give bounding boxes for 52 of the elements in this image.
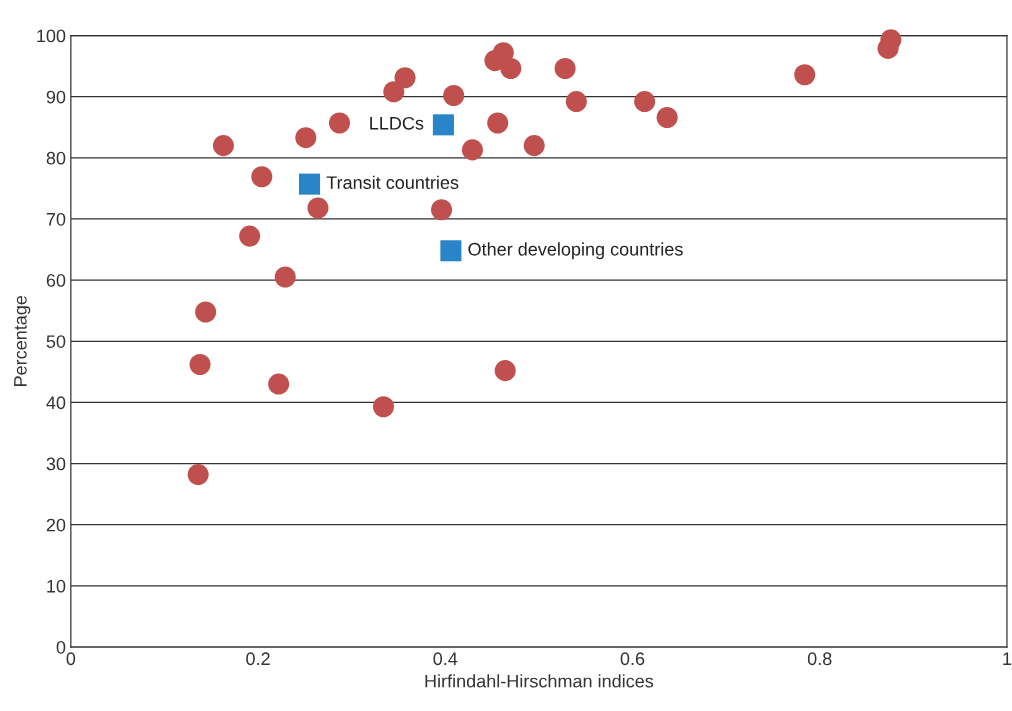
point <box>554 58 576 80</box>
x-tick-label: 0 <box>66 652 76 666</box>
y-tick-label: 40 <box>46 396 66 410</box>
point <box>440 240 462 262</box>
annotation: LLDCs <box>370 116 424 130</box>
point <box>880 29 902 51</box>
x-tick-label: 1 <box>1003 652 1012 665</box>
y-tick-label: 10 <box>47 579 66 593</box>
point <box>443 84 465 106</box>
y-tick-label: 30 <box>46 457 66 471</box>
y-tick-label: 100 <box>37 29 66 43</box>
point <box>656 106 678 129</box>
y-tick-label: 80 <box>46 151 66 165</box>
x-axis-title: Hirfindahl-Hirschman indices <box>425 674 654 688</box>
y-tick-label: 0 <box>56 640 66 654</box>
point <box>328 112 351 134</box>
y-tick-label: 90 <box>46 90 66 104</box>
annotation: Transit countries <box>326 175 459 189</box>
point <box>195 301 217 323</box>
point <box>299 173 321 195</box>
point <box>634 91 656 113</box>
point <box>372 396 395 418</box>
annotation: Other developing countries <box>468 242 683 260</box>
x-tick-label: 0.2 <box>246 652 270 666</box>
point <box>212 135 234 157</box>
y-axis-title: Percentage <box>14 295 31 386</box>
point <box>268 373 290 395</box>
point <box>487 112 509 134</box>
point <box>794 64 816 86</box>
point <box>187 464 209 486</box>
point <box>383 81 405 103</box>
point <box>295 127 317 149</box>
point <box>523 135 545 157</box>
point <box>251 166 273 188</box>
point <box>307 197 329 219</box>
point <box>431 199 453 221</box>
y-tick-label: 20 <box>46 518 66 532</box>
x-tick-label: 0.4 <box>433 652 458 666</box>
point <box>500 58 522 80</box>
x-tick-label: 0.8 <box>807 652 832 666</box>
point <box>461 139 483 161</box>
point <box>394 67 416 89</box>
y-tick-label: 60 <box>46 274 66 287</box>
y-tick-label: 50 <box>46 335 66 348</box>
y-tick-label: 70 <box>46 212 66 226</box>
point <box>494 360 516 382</box>
point <box>239 225 261 247</box>
x-tick-label: 0.6 <box>620 652 645 666</box>
point <box>432 114 454 136</box>
point <box>189 353 211 376</box>
point <box>565 91 587 113</box>
point <box>274 266 296 288</box>
